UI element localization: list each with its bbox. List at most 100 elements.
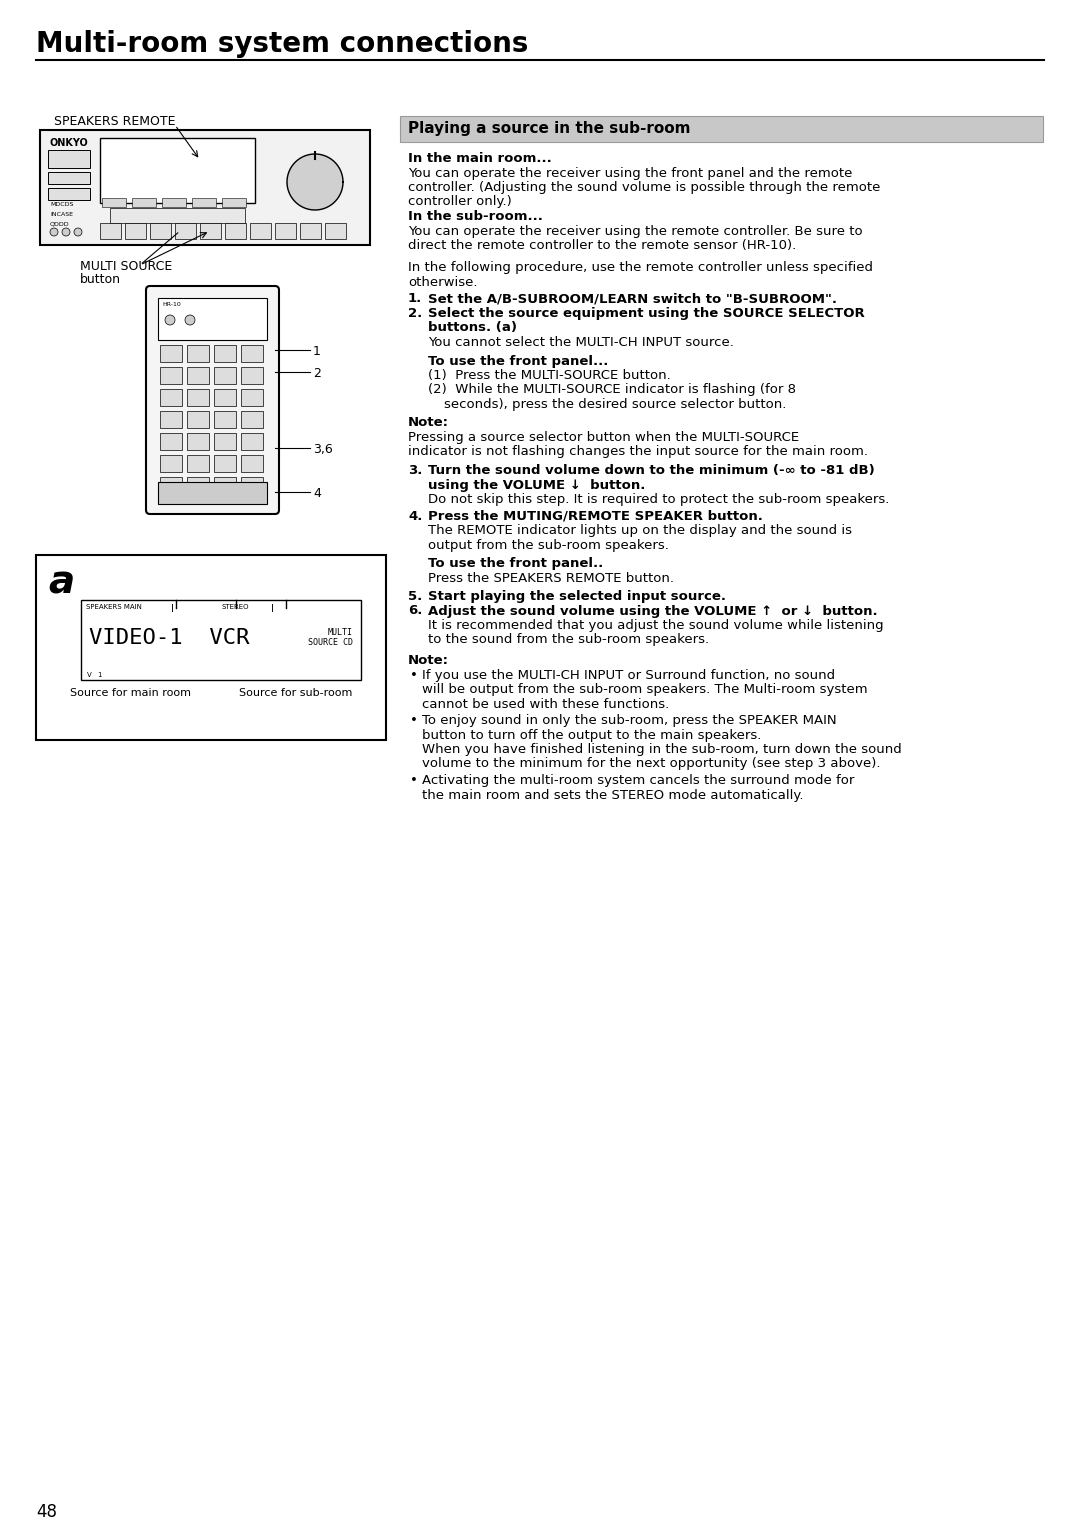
Bar [40, 130, 370, 244]
Text: Playing a source in the sub-room: Playing a source in the sub-room [408, 121, 690, 136]
Bar [160, 345, 183, 362]
Text: STEREO: STEREO [221, 604, 248, 610]
Bar [150, 223, 171, 238]
Text: buttons. (a): buttons. (a) [428, 321, 517, 335]
Text: If you use the MULTI-CH INPUT or Surround function, no sound: If you use the MULTI-CH INPUT or Surroun… [422, 669, 835, 681]
Bar [241, 390, 264, 406]
Text: button: button [80, 274, 121, 286]
Text: will be output from the sub-room speakers. The Multi-room system: will be output from the sub-room speaker… [422, 683, 867, 695]
Bar [187, 411, 210, 428]
Bar [132, 199, 156, 206]
Bar [48, 150, 90, 168]
Bar [400, 116, 1043, 142]
FancyBboxPatch shape [146, 286, 279, 513]
Bar [241, 477, 264, 494]
Text: 48: 48 [36, 1504, 57, 1520]
Bar [160, 477, 183, 494]
Text: I: I [171, 604, 174, 614]
Text: 1: 1 [97, 672, 102, 678]
Bar [160, 411, 183, 428]
Text: 5.: 5. [408, 590, 422, 604]
Text: I: I [271, 604, 274, 614]
Text: V: V [87, 672, 92, 678]
Bar [192, 199, 216, 206]
Bar [187, 345, 210, 362]
Text: cannot be used with these functions.: cannot be used with these functions. [422, 697, 670, 711]
Text: the main room and sets the STEREO mode automatically.: the main room and sets the STEREO mode a… [422, 788, 804, 802]
Bar [225, 223, 246, 238]
Bar [187, 390, 210, 406]
Bar [325, 223, 346, 238]
Bar [214, 390, 237, 406]
Bar [214, 345, 237, 362]
Text: Multi-room system connections: Multi-room system connections [36, 31, 528, 58]
Text: Do not skip this step. It is required to protect the sub-room speakers.: Do not skip this step. It is required to… [428, 494, 889, 506]
Text: to the sound from the sub-room speakers.: to the sound from the sub-room speakers. [428, 634, 710, 646]
Text: otherwise.: otherwise. [408, 277, 477, 289]
Text: 4: 4 [313, 487, 321, 500]
Text: In the main room...: In the main room... [408, 151, 552, 165]
Bar [160, 455, 183, 472]
Bar [241, 345, 264, 362]
Text: SPEAKERS MAIN: SPEAKERS MAIN [86, 604, 141, 610]
Bar [187, 477, 210, 494]
Text: 1.: 1. [408, 292, 422, 306]
Text: Source for main room: Source for main room [70, 688, 191, 698]
Text: 3.: 3. [408, 465, 422, 477]
Bar [36, 555, 386, 740]
Circle shape [165, 315, 175, 325]
Circle shape [185, 315, 195, 325]
Bar [102, 199, 126, 206]
Text: Source for sub-room: Source for sub-room [240, 688, 353, 698]
Text: Set the A/B-SUBROOM/LEARN switch to "B-SUBROOM".: Set the A/B-SUBROOM/LEARN switch to "B-S… [428, 292, 837, 306]
Text: controller. (Adjusting the sound volume is possible through the remote: controller. (Adjusting the sound volume … [408, 180, 880, 194]
Bar [100, 138, 255, 203]
Bar [187, 432, 210, 451]
Text: When you have finished listening in the sub-room, turn down the sound: When you have finished listening in the … [422, 743, 902, 756]
Text: Activating the multi-room system cancels the surround mode for: Activating the multi-room system cancels… [422, 775, 854, 787]
Bar [162, 199, 186, 206]
Text: a: a [48, 562, 75, 601]
Bar [48, 173, 90, 183]
Text: INCASE: INCASE [50, 212, 73, 217]
Text: Select the source equipment using the SOURCE SELECTOR: Select the source equipment using the SO… [428, 307, 865, 319]
Text: In the sub-room...: In the sub-room... [408, 209, 543, 223]
Text: indicator is not flashing changes the input source for the main room.: indicator is not flashing changes the in… [408, 446, 868, 458]
Text: Turn the sound volume down to the minimum (-∞ to -81 dB): Turn the sound volume down to the minimu… [428, 465, 875, 477]
Bar [125, 223, 146, 238]
Circle shape [62, 228, 70, 235]
Text: To use the front panel...: To use the front panel... [428, 354, 608, 368]
Bar [160, 432, 183, 451]
Text: To enjoy sound in only the sub-room, press the SPEAKER MAIN: To enjoy sound in only the sub-room, pre… [422, 714, 837, 727]
Text: Adjust the sound volume using the VOLUME ↑  or ↓  button.: Adjust the sound volume using the VOLUME… [428, 605, 878, 617]
Bar [214, 477, 237, 494]
Text: QDDD: QDDD [50, 222, 69, 226]
Bar [158, 481, 267, 504]
Text: Press the MUTING/REMOTE SPEAKER button.: Press the MUTING/REMOTE SPEAKER button. [428, 509, 762, 523]
Text: 4.: 4. [408, 509, 422, 523]
Bar [175, 223, 195, 238]
Bar [300, 223, 321, 238]
Text: volume to the minimum for the next opportunity (see step 3 above).: volume to the minimum for the next oppor… [422, 758, 880, 770]
Bar [200, 223, 221, 238]
Text: using the VOLUME ↓  button.: using the VOLUME ↓ button. [428, 478, 646, 492]
Text: ONKYO: ONKYO [50, 138, 89, 148]
Text: You can operate the receiver using the remote controller. Be sure to: You can operate the receiver using the r… [408, 225, 863, 237]
Bar [214, 455, 237, 472]
Text: seconds), press the desired source selector button.: seconds), press the desired source selec… [444, 397, 786, 411]
Bar [160, 367, 183, 384]
Bar [154, 293, 279, 513]
Text: The REMOTE indicator lights up on the display and the sound is: The REMOTE indicator lights up on the di… [428, 524, 852, 536]
Text: HR-10: HR-10 [162, 303, 180, 307]
Text: VIDEO-1  VCR: VIDEO-1 VCR [89, 628, 249, 648]
Bar [249, 223, 271, 238]
Text: SPEAKERS REMOTE: SPEAKERS REMOTE [54, 115, 176, 128]
Polygon shape [287, 154, 343, 209]
Text: •: • [410, 714, 418, 727]
Text: In the following procedure, use the remote controller unless specified: In the following procedure, use the remo… [408, 261, 873, 275]
Text: (1)  Press the MULTI-SOURCE button.: (1) Press the MULTI-SOURCE button. [428, 368, 671, 382]
Bar [275, 223, 296, 238]
Text: Note:: Note: [408, 654, 449, 668]
Text: (2)  While the MULTI-SOURCE indicator is flashing (for 8: (2) While the MULTI-SOURCE indicator is … [428, 384, 796, 396]
Text: 2: 2 [313, 367, 321, 380]
